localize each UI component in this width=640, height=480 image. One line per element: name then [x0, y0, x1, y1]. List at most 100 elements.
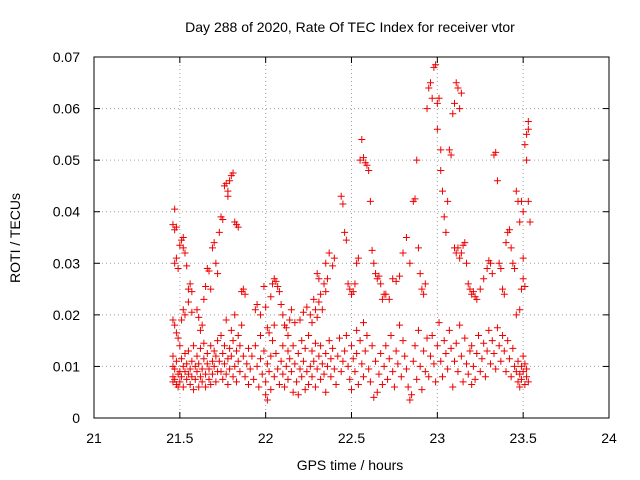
data-point — [421, 280, 429, 288]
data-point — [521, 282, 529, 290]
data-point — [239, 285, 247, 293]
data-point — [487, 259, 495, 267]
data-point — [438, 373, 446, 381]
data-point — [253, 301, 261, 309]
data-point — [325, 337, 333, 345]
data-point — [346, 375, 354, 383]
data-point — [318, 306, 326, 314]
data-point — [299, 308, 307, 316]
data-point — [358, 360, 366, 368]
data-point — [464, 370, 472, 378]
data-point — [524, 117, 532, 125]
data-point — [363, 161, 371, 169]
data-point — [523, 365, 531, 373]
data-point — [205, 375, 213, 383]
data-point — [214, 337, 222, 345]
data-point — [284, 331, 292, 339]
data-point — [257, 331, 265, 339]
data-point — [505, 355, 513, 363]
data-point — [284, 375, 292, 383]
data-point — [430, 360, 438, 368]
data-point — [217, 368, 225, 376]
data-point — [488, 270, 496, 278]
data-point — [222, 316, 230, 324]
data-point — [217, 331, 225, 339]
data-point — [519, 275, 527, 283]
data-point — [356, 337, 364, 345]
data-point — [298, 373, 306, 381]
data-point — [250, 375, 258, 383]
x-tick-label: 24 — [601, 430, 617, 446]
data-point — [171, 375, 179, 383]
data-point — [396, 321, 404, 329]
data-point — [368, 246, 376, 254]
data-point — [454, 368, 462, 376]
data-point — [327, 373, 335, 381]
data-point — [308, 373, 316, 381]
data-point — [377, 350, 385, 358]
data-point — [370, 393, 378, 401]
data-point — [511, 264, 519, 272]
data-point — [308, 319, 316, 327]
data-point — [523, 130, 531, 138]
data-point — [433, 342, 441, 350]
data-point — [406, 396, 414, 404]
data-point — [375, 272, 383, 280]
data-point — [481, 373, 489, 381]
data-point — [262, 391, 270, 399]
data-point — [215, 357, 223, 365]
data-point — [334, 352, 342, 360]
data-point — [224, 192, 232, 200]
data-point — [433, 125, 441, 133]
data-point — [330, 254, 338, 262]
data-point — [440, 337, 448, 345]
y-tick-label: 0.05 — [53, 152, 80, 168]
data-point — [274, 282, 282, 290]
data-point — [524, 125, 532, 133]
data-point — [372, 357, 380, 365]
data-point — [210, 362, 218, 370]
data-point — [176, 378, 184, 386]
data-point — [377, 280, 385, 288]
y-tick-label: 0.02 — [53, 307, 80, 323]
data-point — [231, 311, 239, 319]
x-tick-label: 22.5 — [338, 430, 365, 446]
data-point — [272, 350, 280, 358]
data-point — [245, 344, 252, 352]
y-tick-labels: 0 0.01 0.02 0.03 0.04 0.05 0.06 0.07 — [53, 49, 80, 426]
data-point — [349, 355, 357, 363]
data-point — [279, 311, 287, 319]
data-point — [339, 357, 347, 365]
data-point — [394, 360, 402, 368]
data-point — [360, 154, 368, 162]
data-point — [241, 290, 249, 298]
data-point — [236, 368, 244, 376]
data-point — [196, 344, 204, 352]
data-point — [270, 321, 278, 329]
data-point — [205, 365, 213, 373]
data-point — [188, 288, 196, 296]
data-point — [265, 368, 273, 376]
data-point — [190, 386, 198, 394]
data-point — [172, 223, 180, 231]
data-point — [480, 339, 488, 347]
data-point — [473, 295, 481, 303]
data-point — [353, 350, 361, 358]
data-point — [358, 136, 366, 144]
data-point — [263, 396, 271, 404]
data-point — [311, 383, 319, 391]
data-point — [188, 308, 196, 316]
data-point — [226, 177, 234, 185]
data-point — [416, 270, 424, 278]
data-point — [447, 151, 455, 159]
data-point — [317, 375, 325, 383]
data-point — [208, 370, 216, 378]
data-point — [380, 362, 388, 370]
data-point — [315, 352, 323, 360]
data-point — [523, 156, 531, 164]
data-point — [344, 362, 352, 370]
data-point — [322, 350, 330, 358]
data-point — [463, 360, 471, 368]
data-point — [502, 239, 510, 247]
data-point — [258, 370, 266, 378]
